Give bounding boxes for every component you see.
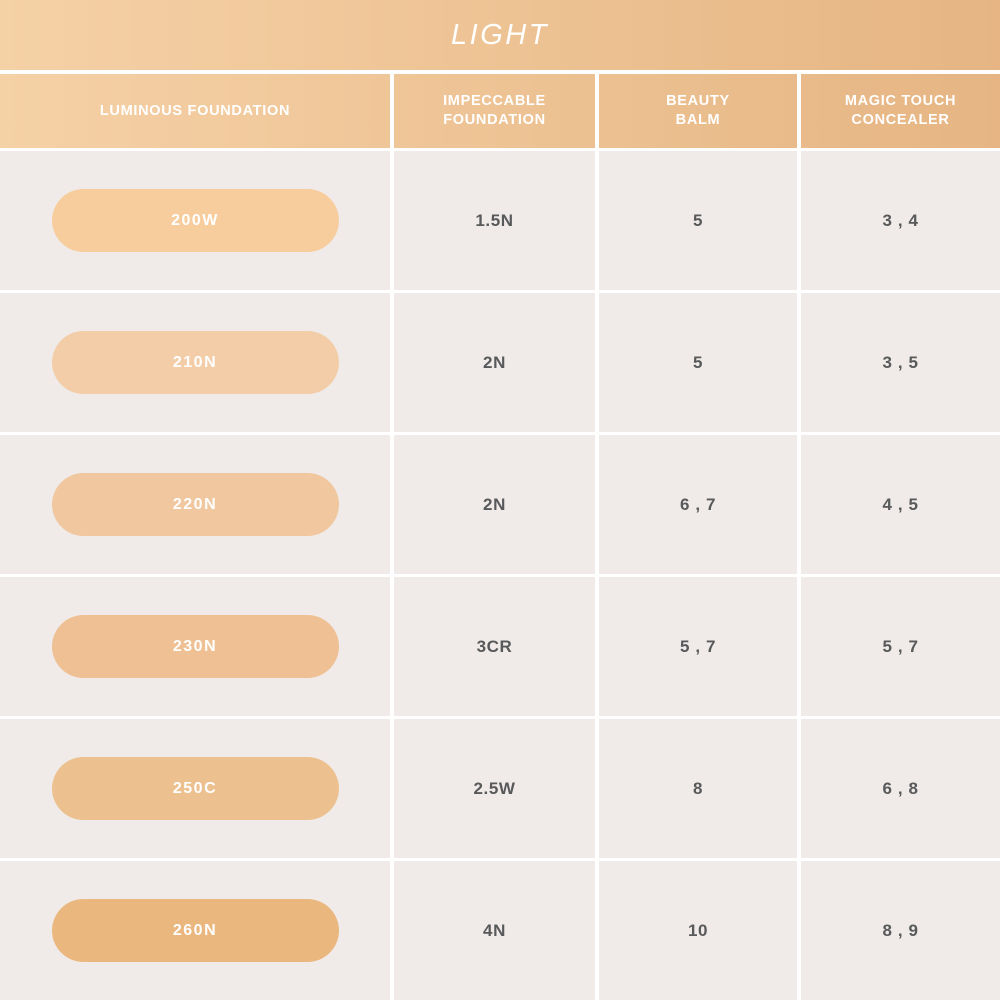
shade-label: 260N — [172, 921, 218, 939]
shade-swatch: 250C — [51, 757, 339, 820]
column-header-label: CONCEALER — [851, 112, 950, 128]
column-divider — [797, 74, 801, 148]
column-header-label: BALM — [675, 112, 721, 128]
magic-touch-concealer-value: 6 , 8 — [801, 719, 1000, 858]
column-header-label: IMPECCABLE — [443, 93, 546, 109]
column-header-impeccable-foundation: IMPECCABLE FOUNDATION — [394, 74, 595, 148]
beauty-balm-value: 5 — [599, 293, 797, 432]
impeccable-foundation-value: 4N — [394, 861, 595, 1000]
shade-swatch-cell: 230N — [0, 577, 390, 716]
category-banner: LIGHT — [0, 0, 1000, 70]
shade-swatch: 220N — [51, 473, 339, 536]
magic-touch-concealer-value: 3 , 5 — [801, 293, 1000, 432]
shade-label: 230N — [172, 637, 218, 655]
column-header-beauty-balm: BEAUTY BALM — [599, 74, 797, 148]
beauty-balm-value: 10 — [599, 861, 797, 1000]
shade-label: 250C — [172, 779, 218, 797]
magic-touch-concealer-value: 3 , 4 — [801, 151, 1000, 290]
beauty-balm-value: 8 — [599, 719, 797, 858]
shade-swatch-cell: 250C — [0, 719, 390, 858]
column-header-label: FOUNDATION — [443, 112, 546, 128]
impeccable-foundation-value: 2N — [394, 293, 595, 432]
shade-swatch-cell: 210N — [0, 293, 390, 432]
impeccable-foundation-value: 2N — [394, 435, 595, 574]
shade-label: 200W — [171, 211, 219, 229]
magic-touch-concealer-value: 5 , 7 — [801, 577, 1000, 716]
shade-swatch: 260N — [51, 899, 339, 962]
impeccable-foundation-value: 2.5W — [394, 719, 595, 858]
column-header-magic-touch-concealer: MAGIC TOUCH CONCEALER — [801, 74, 1000, 148]
column-header-luminous-foundation: LUMINOUS FOUNDATION — [0, 74, 390, 148]
column-header-label: LUMINOUS FOUNDATION — [99, 102, 291, 119]
beauty-balm-value: 5 , 7 — [599, 577, 797, 716]
impeccable-foundation-value: 1.5N — [394, 151, 595, 290]
shade-swatch-cell: 200W — [0, 151, 390, 290]
table-header-row: LUMINOUS FOUNDATION IMPECCABLE FOUNDATIO… — [0, 74, 1000, 148]
shade-swatch-cell: 220N — [0, 435, 390, 574]
shade-swatch-cell: 260N — [0, 861, 390, 1000]
table-body: 200W 1.5N 5 3 , 4 210N 2N 5 3 , 5 220N 2… — [0, 151, 1000, 1000]
column-divider — [595, 74, 599, 148]
beauty-balm-value: 5 — [599, 151, 797, 290]
beauty-balm-value: 6 , 7 — [599, 435, 797, 574]
shade-swatch: 230N — [51, 615, 339, 678]
shade-label: 220N — [172, 495, 218, 513]
magic-touch-concealer-value: 8 , 9 — [801, 861, 1000, 1000]
column-divider — [390, 74, 394, 148]
column-header-label: BEAUTY — [666, 93, 730, 109]
magic-touch-concealer-value: 4 , 5 — [801, 435, 1000, 574]
column-header-label: MAGIC TOUCH — [844, 93, 957, 109]
impeccable-foundation-value: 3CR — [394, 577, 595, 716]
category-title: LIGHT — [451, 18, 549, 51]
shade-swatch: 200W — [51, 189, 339, 252]
shade-label: 210N — [172, 353, 218, 371]
shade-swatch: 210N — [51, 331, 339, 394]
